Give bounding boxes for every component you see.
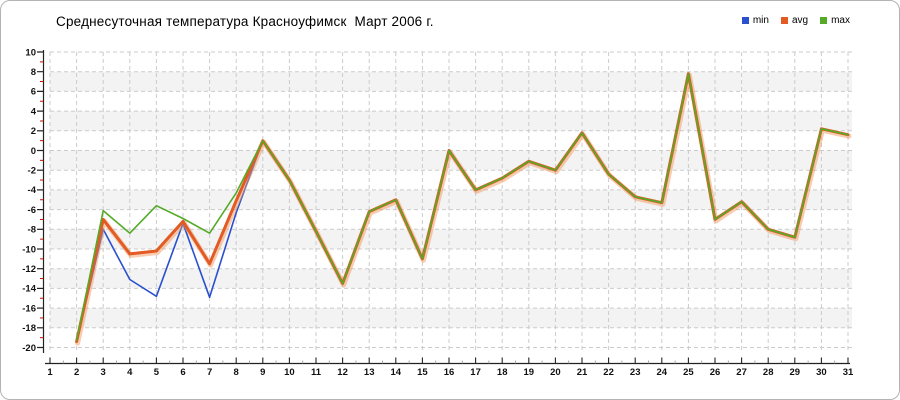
x-tick-label: 16 — [444, 367, 455, 378]
x-tick-label: 31 — [843, 367, 854, 378]
x-tick-label: 5 — [154, 367, 160, 378]
x-tick-label: 9 — [260, 367, 265, 378]
y-tick-label: -16 — [22, 303, 36, 314]
y-tick-label: 2 — [31, 126, 36, 137]
legend-avg-label: avg — [791, 15, 809, 26]
x-tick-label: 27 — [736, 367, 747, 378]
x-tick-label: 1 — [47, 367, 53, 378]
x-tick-label: 14 — [391, 367, 402, 378]
y-tick-label: 8 — [31, 67, 36, 78]
legend-avg-swatch-icon — [780, 17, 788, 24]
x-tick-label: 18 — [497, 367, 508, 378]
legend-item-max: max — [820, 15, 850, 26]
legend-min-label: min — [752, 15, 769, 26]
x-tick-label: 13 — [364, 367, 375, 378]
chart-legend: min avg max — [741, 15, 850, 26]
x-tick-label: 6 — [180, 367, 185, 378]
x-tick-label: 26 — [710, 367, 721, 378]
x-tick-label: 15 — [417, 367, 428, 378]
x-tick-label: 2 — [74, 367, 79, 378]
chart-title: Среднесуточная температура Красноуфимск … — [56, 14, 434, 29]
plot-bands — [50, 52, 852, 348]
x-tick-label: 4 — [127, 367, 133, 378]
x-tick-label: 12 — [337, 367, 348, 378]
x-tick-label: 20 — [550, 367, 561, 378]
y-tick-label: -14 — [22, 284, 36, 295]
x-tick-label: 11 — [311, 367, 322, 378]
y-tick-label: 10 — [25, 47, 36, 58]
y-tick-label: 0 — [31, 146, 36, 157]
axes — [42, 50, 850, 365]
x-tick-label: 22 — [603, 367, 614, 378]
legend-max-label: max — [831, 15, 850, 26]
y-tick-label: -6 — [28, 205, 36, 216]
y-tick-label: -8 — [28, 225, 36, 236]
x-tick-label: 21 — [577, 367, 588, 378]
x-tick-label: 19 — [524, 367, 535, 378]
legend-min-swatch-icon — [741, 17, 749, 24]
legend-item-min: min — [741, 15, 769, 26]
x-tick-label: 3 — [101, 367, 106, 378]
x-tick-label: 28 — [763, 367, 774, 378]
x-tick-label: 24 — [657, 367, 668, 378]
x-tick-label: 10 — [284, 367, 295, 378]
y-tick-label: -18 — [22, 323, 36, 334]
y-tick-label: -2 — [28, 166, 36, 177]
series-line-max — [75, 72, 849, 342]
y-tick-label: -10 — [22, 244, 36, 255]
x-tick-label: 29 — [790, 367, 801, 378]
legend-item-avg: avg — [780, 15, 809, 26]
gridlines — [49, 51, 852, 352]
axis-ticks — [37, 51, 849, 364]
x-tick-label: 30 — [816, 367, 827, 378]
y-tick-label: -20 — [22, 343, 36, 354]
x-tick-label: 23 — [630, 367, 641, 378]
x-tick-label: 7 — [207, 367, 212, 378]
x-tick-label: 8 — [234, 367, 239, 378]
y-tick-label: -4 — [28, 185, 37, 196]
x-tick-label: 25 — [683, 367, 694, 378]
x-tick-label: 17 — [470, 367, 481, 378]
y-tick-label: 4 — [31, 106, 37, 117]
y-tick-label: -12 — [22, 264, 36, 275]
legend-max-swatch-icon — [820, 17, 828, 24]
y-tick-label: 6 — [31, 87, 36, 98]
